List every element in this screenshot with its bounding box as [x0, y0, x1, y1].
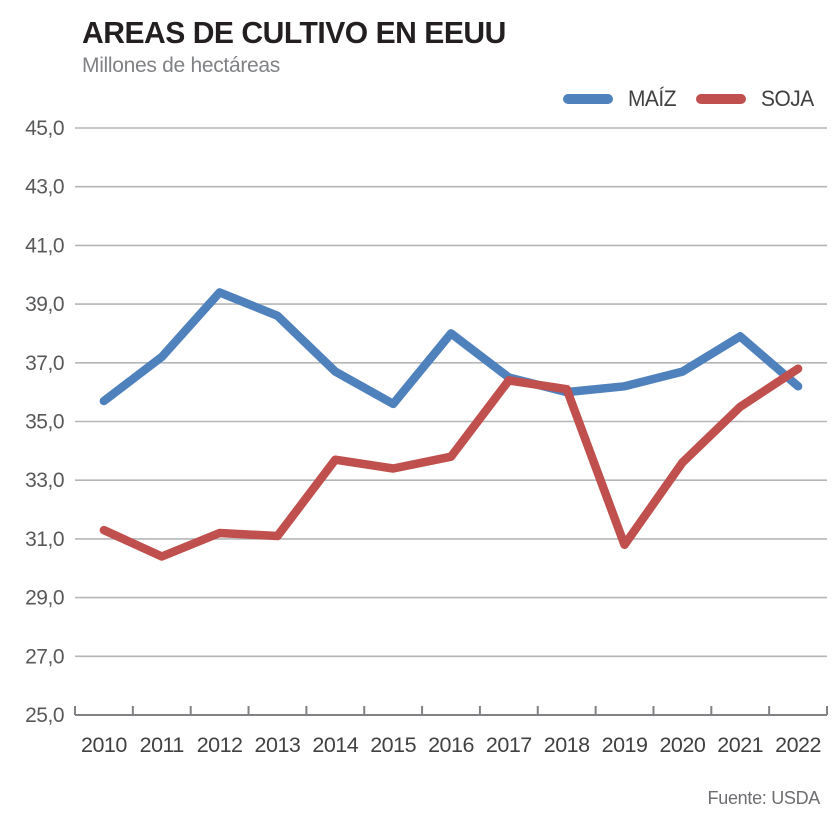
x-tick-label: 2012 — [197, 733, 243, 757]
y-tick-label: 31,0 — [25, 528, 64, 551]
x-tick-label: 2016 — [428, 733, 474, 757]
legend-label-soja: SOJA — [760, 86, 814, 111]
x-tick-label: 2019 — [602, 733, 648, 757]
x-tick-label: 2022 — [775, 733, 821, 757]
maiz-line-swatch-icon — [562, 94, 613, 104]
legend-item-soja: SOJA — [695, 86, 816, 112]
legend-label-maiz: MAÍZ — [627, 86, 677, 111]
legend: MAÍZ SOJA — [562, 86, 816, 112]
y-tick-label: 35,0 — [25, 411, 64, 434]
x-tick-label: 2021 — [717, 733, 763, 757]
maiz-data-line — [99, 288, 803, 409]
y-tick-label: 27,0 — [25, 645, 64, 668]
y-tick-label: 25,0 — [25, 704, 64, 727]
y-tick-label: 37,0 — [25, 352, 64, 375]
chart-header: AREAS DE CULTIVO EN EEUU Millones de hec… — [82, 15, 519, 78]
source-credit: Fuente: USDA — [707, 788, 821, 808]
chart-title: AREAS DE CULTIVO EN EEUU — [82, 15, 506, 50]
y-tick-label: 41,0 — [25, 234, 64, 257]
chart-subtitle: Millones de hectáreas — [82, 54, 280, 78]
x-tick-label: 2011 — [140, 733, 184, 757]
x-tick-label: 2015 — [370, 733, 416, 757]
y-tick-label: 45,0 — [25, 117, 64, 140]
x-tick-label: 2014 — [312, 733, 358, 757]
y-tick-label: 43,0 — [25, 176, 64, 199]
legend-item-maiz: MAÍZ — [562, 86, 679, 112]
y-tick-label: 29,0 — [25, 587, 64, 610]
x-tick-label: 2013 — [255, 733, 301, 757]
x-tick-label: 2020 — [659, 733, 705, 757]
y-tick-label: 39,0 — [25, 293, 64, 316]
x-tick-label: 2018 — [544, 733, 590, 757]
x-tick-label: 2017 — [486, 733, 532, 757]
soja-data-line — [99, 364, 803, 561]
soja-line-swatch-icon — [695, 94, 746, 104]
y-tick-label: 33,0 — [25, 469, 64, 492]
x-tick-label: 2010 — [81, 733, 127, 757]
